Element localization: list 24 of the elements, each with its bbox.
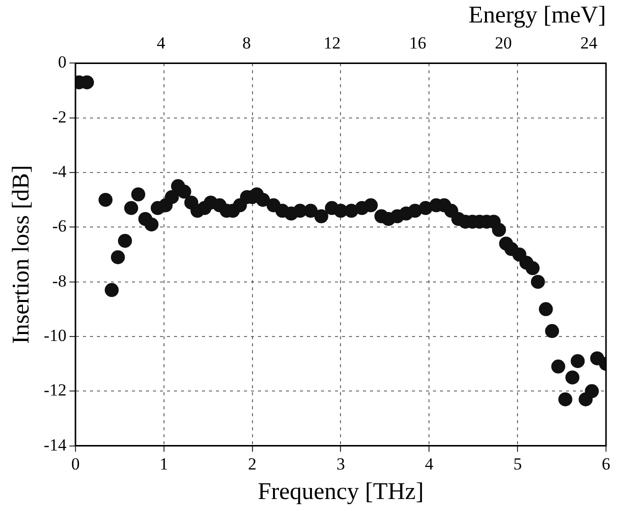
y-tick-label: 0: [58, 52, 66, 72]
x-tick-label: 0: [71, 454, 80, 474]
y-tick-label: -14: [44, 435, 67, 454]
x-axis-title: Frequency [THz]: [258, 478, 424, 505]
x-tick-label: 5: [513, 454, 522, 474]
x2-tick-label: 24: [580, 33, 598, 52]
x2-tick-label: 12: [324, 33, 341, 52]
x2-tick-label: 4: [156, 33, 166, 52]
x2-axis-title: Energy [meV]: [468, 2, 606, 29]
y-tick-label: -4: [52, 162, 67, 181]
x2-tick-label: 20: [494, 33, 512, 52]
x2-tick-label: 16: [409, 33, 426, 52]
y-tick-label: -2: [52, 107, 66, 126]
x-tick-label: 4: [424, 454, 434, 474]
x-tick-label: 1: [160, 454, 168, 474]
x-tick-label: 2: [248, 454, 257, 474]
x-tick-label: 3: [336, 454, 345, 474]
y-tick-label: -8: [52, 271, 66, 290]
y-tick-label: -10: [44, 326, 66, 345]
y-axis-title: Insertion loss [dB]: [8, 165, 35, 344]
y-tick-label: -12: [44, 380, 66, 400]
y-tick-label: -6: [52, 216, 66, 236]
x2-tick-label: 8: [242, 33, 251, 52]
x-tick-label: 6: [602, 454, 610, 474]
